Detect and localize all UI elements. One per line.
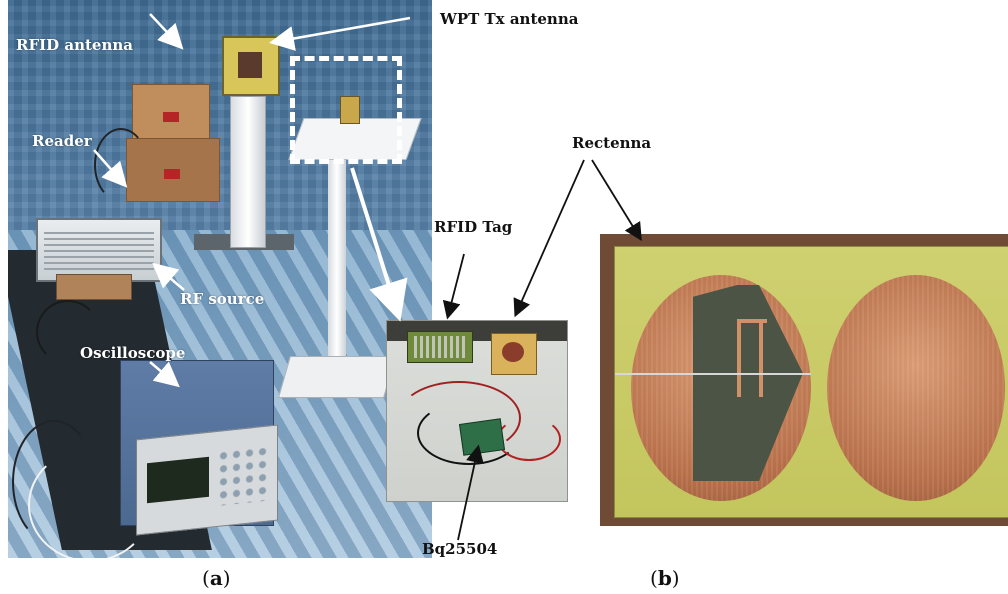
arrow-wpt-tx-antenna	[269, 16, 411, 51]
arrow-rectenna-to-inset	[513, 159, 585, 318]
caption-b-letter: b	[657, 566, 672, 590]
wpt-antenna-column	[230, 96, 266, 248]
label-rfid-antenna: RFID antenna	[16, 36, 133, 54]
arrow-rfid-antenna	[149, 13, 184, 50]
arrow-rf-source	[152, 262, 185, 291]
output-wire	[615, 373, 811, 375]
label-rf-source: RF source	[180, 290, 265, 308]
black-wire	[417, 401, 521, 465]
label-oscilloscope: Oscilloscope	[80, 344, 186, 362]
arrow-reader	[93, 149, 128, 188]
label-rfid-tag: RFID Tag	[434, 218, 513, 236]
cable	[36, 300, 100, 364]
white-cable	[28, 448, 152, 558]
arrow-rectenna-to-photo-b	[591, 159, 642, 242]
label-bq25504: Bq25504	[422, 540, 498, 558]
inset-photo-rfid-tag-board	[386, 320, 568, 502]
caption-a-letter: a	[209, 566, 223, 590]
caption-a: (a)	[202, 566, 231, 590]
caption-b: (b)	[650, 566, 680, 590]
label-wpt-tx-antenna: WPT Tx antenna	[440, 10, 579, 28]
highlight-dashed-box	[290, 56, 402, 164]
rectenna-module	[491, 333, 537, 375]
label-rectenna: Rectenna	[572, 134, 652, 152]
rfid-tag-module	[407, 331, 473, 363]
stand-pole	[328, 156, 346, 366]
rectenna-pcb	[614, 246, 1008, 518]
feed-line	[737, 319, 767, 397]
arrow-bq25504	[457, 444, 484, 541]
dipole-disc-right	[827, 275, 1005, 501]
rectenna-on-stand	[340, 96, 360, 124]
label-reader: Reader	[32, 132, 92, 150]
cable	[94, 128, 148, 202]
photo-b-rectenna	[600, 234, 1008, 526]
feed-line	[759, 319, 763, 397]
rf-source-stand-box	[56, 274, 132, 300]
arrow-rfid-tag	[442, 253, 465, 320]
rf-source-unit	[36, 218, 162, 282]
cable	[12, 420, 96, 544]
arrow-oscilloscope	[149, 361, 180, 388]
photo-a-anechoic-chamber	[8, 0, 432, 558]
arrow-zoom-inset	[350, 167, 408, 322]
